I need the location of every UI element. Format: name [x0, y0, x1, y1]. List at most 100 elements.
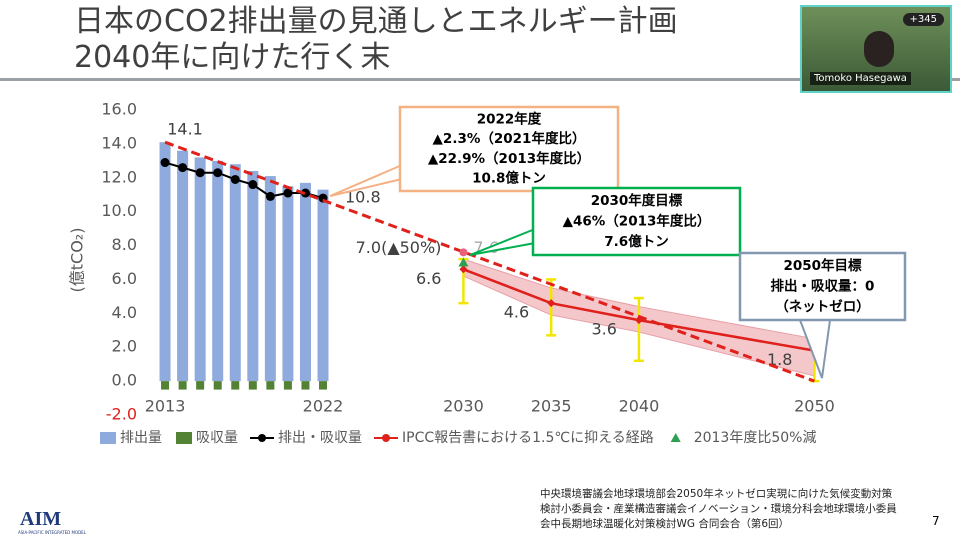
bar [317, 189, 329, 382]
slide-title: 日本のCO2排出量の見通しとエネルギー計画 [74, 4, 678, 39]
data-label: 6.6 [416, 269, 441, 288]
bar [299, 182, 311, 382]
slide-title: 2040年に向けた行く末 [74, 40, 391, 75]
callout-pointer [799, 319, 831, 379]
bar [247, 171, 259, 382]
legend-swatch [382, 434, 390, 442]
bar [159, 142, 171, 382]
callout-box [398, 105, 620, 193]
callout-box [738, 251, 907, 322]
page-number: 7 [932, 514, 940, 528]
point [160, 158, 170, 168]
bar [212, 160, 224, 382]
y-axis-label: (億tCO₂) [68, 228, 87, 293]
y-tick-label: 0.0 [112, 371, 137, 390]
data-label: 14.1 [167, 120, 203, 139]
y-tick-label: 16.0 [101, 100, 137, 119]
bar [161, 381, 170, 390]
y-tick-label: -2.0 [106, 405, 137, 424]
bar [196, 381, 205, 390]
line [164, 161, 324, 200]
y-tick-label: 4.0 [112, 303, 137, 322]
data-label: 3.6 [591, 320, 616, 339]
bar [301, 381, 310, 390]
x-tick-label: 2013 [145, 397, 186, 416]
legend-swatch [670, 433, 681, 442]
x-tick-label: 2022 [303, 397, 344, 416]
callout-box [531, 186, 742, 257]
point [547, 299, 556, 308]
callout-text: （ネットゼロ） [775, 298, 870, 315]
video-tile: +345 Tomoko Hasegawa [800, 5, 952, 93]
point [178, 163, 188, 173]
point [213, 168, 223, 178]
footnote: 検討小委員会・産業構造審議会イノベーション・環境分科会地球環境小委員 [540, 503, 897, 515]
bar [264, 176, 276, 382]
participant-count[interactable]: +345 [902, 13, 944, 26]
callout-text: 2050年目標 [783, 257, 862, 274]
legend-entry: 排出・吸収量 [250, 430, 362, 446]
callout-text: 排出・吸収量：0 [771, 278, 875, 295]
legend-entry: 排出量 [100, 430, 162, 446]
participant-figure [864, 31, 894, 67]
participant-name: Tomoko Hasegawa [810, 72, 911, 85]
bar [178, 381, 187, 390]
bar [283, 381, 292, 390]
legend-entry: IPCC報告書における1.5℃に抑える経路 [374, 430, 654, 446]
bar [282, 186, 294, 382]
legend-swatch [176, 432, 192, 444]
point [230, 174, 240, 184]
bar [194, 157, 206, 382]
bar [231, 381, 240, 390]
data-label: 7.0(▲50%) [356, 238, 442, 257]
callout-pointer [329, 164, 403, 197]
point [458, 257, 469, 267]
callout-text: ▲2.3%（2021年度比） [433, 130, 586, 147]
data-label: 1.8 [767, 350, 792, 369]
legend-label: IPCC報告書における1.5℃に抑える経路 [402, 430, 654, 446]
x-tick-label: 2040 [619, 397, 660, 416]
point [265, 191, 275, 201]
legend-label: 吸収量 [196, 430, 238, 446]
bar [319, 381, 328, 390]
y-tick-label: 14.0 [101, 133, 137, 152]
x-tick-label: 2030 [443, 397, 484, 416]
y-tick-label: 2.0 [112, 337, 137, 356]
callout-text: 2022年度 [477, 111, 542, 128]
bar [248, 381, 257, 390]
y-tick-label: 6.0 [112, 269, 137, 288]
bar [229, 164, 241, 382]
legend-label: 排出量 [120, 430, 162, 446]
data-label: 10.8 [345, 188, 381, 207]
title-rule [0, 78, 960, 81]
logo-subtitle: ASIA-PACIFIC INTEGRATED MODEL [18, 530, 86, 535]
callout-text: ▲46%（2013年度比） [563, 213, 711, 230]
x-tick-label: 2035 [531, 397, 572, 416]
bar [177, 150, 189, 382]
bar [266, 381, 275, 390]
y-tick-label: 10.0 [101, 201, 137, 220]
legend-label: 2013年度比50%減 [694, 429, 817, 446]
data-label: 4.6 [504, 303, 529, 322]
chart: -2.0 0.0 2.0 4.0 6.0 8.0 10.0 12.0 14.0 16.0 2013 2… [68, 100, 907, 446]
line [462, 268, 815, 352]
callout-text: 7.6億トン [604, 233, 668, 250]
point [283, 188, 293, 198]
reference-line [164, 140, 815, 383]
callout-text: ▲22.9%（2013年度比） [428, 150, 590, 167]
footnote: 中央環境審議会地球環境部会2050年ネットゼロ実現に向けた気候変動対策 [540, 488, 893, 500]
point [248, 180, 258, 190]
legend-entry: 吸収量 [176, 430, 238, 446]
point [195, 168, 205, 178]
target-point [459, 248, 468, 257]
callout-pointer [469, 228, 536, 256]
callout-text: 2030年度目標 [591, 192, 683, 209]
legend-label: 排出・吸収量 [278, 430, 362, 446]
legend-entry: 2013年度比50%減 [670, 429, 817, 446]
callout-text: 10.8億トン [472, 169, 546, 186]
logo: AIM [20, 508, 62, 530]
y-tick-label: 8.0 [112, 235, 137, 254]
legend-swatch [258, 434, 266, 442]
footnote: 会中長期地球温暖化対策検討WG 合同会合（第6回） [540, 518, 790, 530]
